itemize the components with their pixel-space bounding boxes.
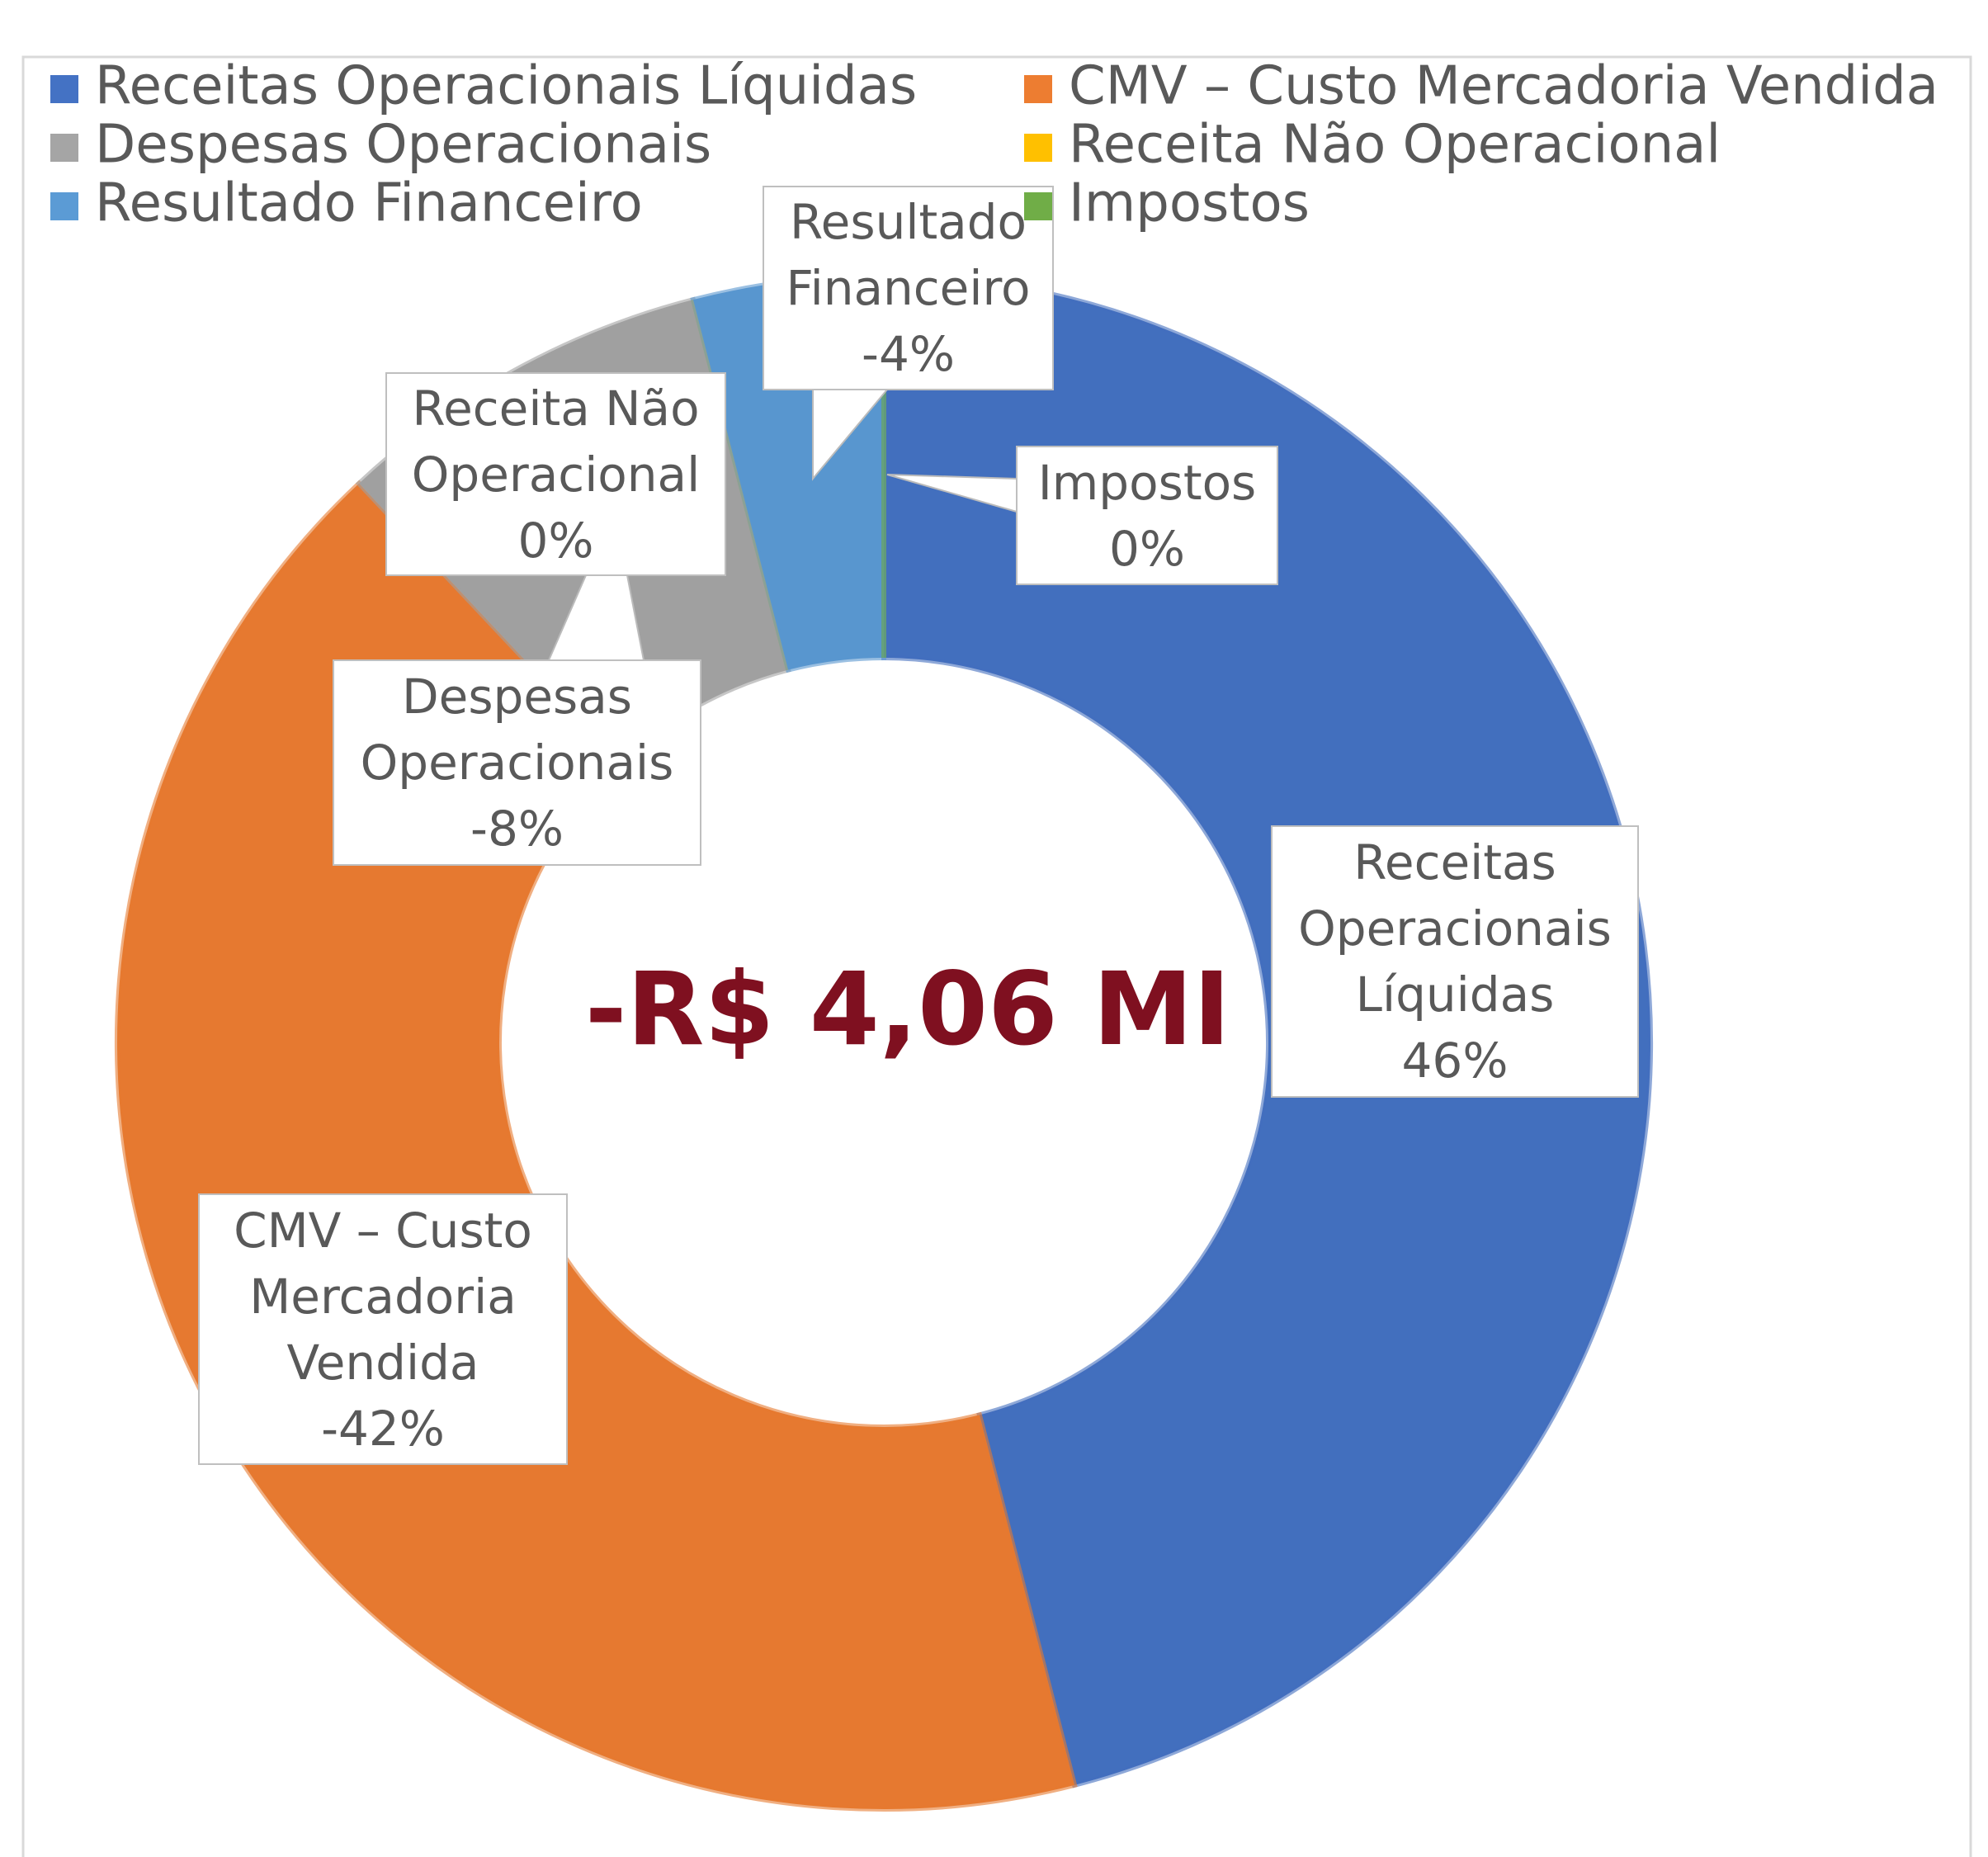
- legend: Receitas Operacionais Líquidas CMV – Cust…: [50, 56, 1938, 234]
- data-label-box: [1016, 446, 1278, 585]
- legend-swatch: [1024, 134, 1052, 162]
- data-label: Despesas Operacionais -8%: [333, 660, 701, 865]
- data-label-text: Impostos 0%: [1017, 447, 1277, 584]
- data-label-box: [1271, 825, 1639, 1098]
- data-label-name: CMV – Custo Mercadoria Vendida: [234, 1202, 532, 1391]
- data-label-text: Resultado Financeiro -4%: [763, 187, 1053, 390]
- data-label: CMV – Custo Mercadoria Vendida -42%: [199, 1194, 567, 1464]
- legend-label: Receitas Operacionais Líquidas: [95, 56, 917, 117]
- data-label: Resultado Financeiro -4%: [763, 187, 1053, 390]
- data-label-value: -4%: [862, 326, 955, 382]
- legend-swatch: [50, 75, 78, 103]
- data-label-value: 0%: [517, 512, 594, 569]
- data-label: Receita Não Operacional 0%: [386, 373, 725, 575]
- data-label-value: -8%: [470, 801, 564, 857]
- legend-label: Resultado Financeiro: [95, 173, 643, 234]
- legend-swatch: [1024, 75, 1052, 103]
- data-labels: Receitas Operacionais Líquidas 46% CMV – C…: [198, 186, 1639, 1465]
- legend-swatch: [1024, 192, 1052, 220]
- data-label-box: [763, 186, 1054, 390]
- data-label-name: Resultado Financeiro: [786, 194, 1031, 316]
- data-label-name: Receita Não Operacional: [411, 380, 701, 503]
- data-label-name: Receitas Operacionais Líquidas: [1298, 834, 1612, 1023]
- data-label-box: [385, 372, 726, 576]
- legend-label: Despesas Operacionais: [95, 115, 711, 176]
- legend-label: CMV – Custo Mercadoria Vendida: [1069, 56, 1938, 117]
- data-label-name: Impostos: [1037, 454, 1257, 511]
- slice: [881, 272, 1653, 1788]
- data-label-value: 46%: [1401, 1032, 1509, 1089]
- data-label: Receitas Operacionais Líquidas 46%: [1272, 826, 1638, 1097]
- legend-label: Receita Não Operacional: [1069, 115, 1721, 176]
- callouts: [547, 389, 1018, 661]
- data-label-text: Receitas Operacionais Líquidas 46%: [1272, 826, 1638, 1097]
- data-label-text: CMV – Custo Mercadoria Vendida -42%: [199, 1194, 567, 1464]
- data-label-box: [333, 659, 701, 866]
- data-label-name: Despesas Operacionais: [360, 669, 674, 791]
- data-label-box: [198, 1193, 568, 1465]
- data-label-value: -42%: [321, 1400, 445, 1457]
- legend-label: Impostos: [1069, 173, 1310, 234]
- legend-swatch: [50, 192, 78, 220]
- legend-swatch: [50, 134, 78, 162]
- data-label-value: 0%: [1108, 520, 1185, 577]
- center-label: -R$ 4,06 MI: [585, 951, 1230, 1068]
- data-label-text: Despesas Operacionais -8%: [333, 660, 701, 865]
- data-label-text: Receita Não Operacional 0%: [386, 373, 725, 575]
- data-label: Impostos 0%: [1017, 447, 1277, 584]
